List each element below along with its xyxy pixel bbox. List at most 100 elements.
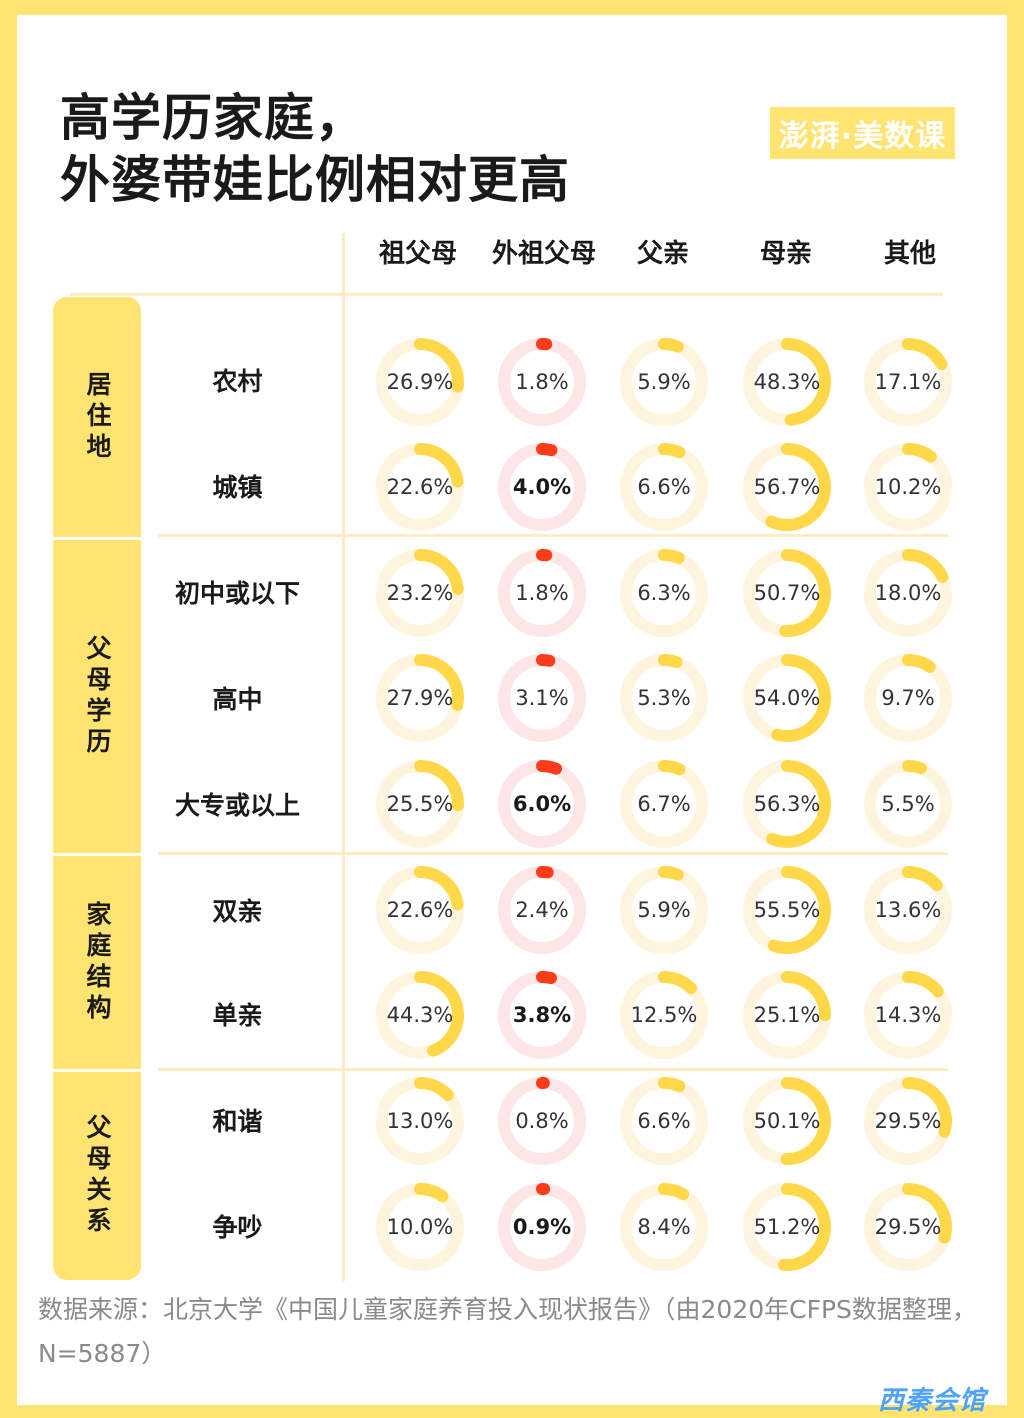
ring-value-label: 56.3% bbox=[754, 792, 821, 816]
ring-6-1: 3.8% bbox=[498, 971, 586, 1059]
ring-value-label: 0.8% bbox=[515, 1109, 568, 1133]
row-label-rural: 农村 bbox=[212, 367, 263, 396]
ring-value-label: 22.6% bbox=[387, 898, 454, 922]
ring-value-arc bbox=[743, 1183, 831, 1271]
ring-value-arc bbox=[864, 760, 952, 848]
ring-value-arc bbox=[376, 549, 464, 637]
ring-value-label: 10.2% bbox=[875, 475, 942, 499]
group-label-text: 居住地 bbox=[83, 370, 112, 464]
ring-value-label: 1.8% bbox=[515, 370, 568, 394]
ring-value-label: 25.5% bbox=[387, 792, 454, 816]
column-header-other: 其他 bbox=[883, 239, 936, 269]
ring-value-label: 6.6% bbox=[637, 475, 690, 499]
ring-value-arc bbox=[376, 1183, 464, 1271]
ring-7-0: 13.0% bbox=[376, 1077, 464, 1165]
ring-value-arc bbox=[498, 1077, 586, 1165]
column-header-mother: 母亲 bbox=[759, 239, 812, 269]
ring-value-arc bbox=[498, 760, 586, 848]
ring-value-arc bbox=[498, 1183, 586, 1271]
group-label-parent-education: 父母学历 bbox=[53, 540, 141, 853]
ring-3-0: 27.9% bbox=[376, 654, 464, 742]
ring-value-label: 8.4% bbox=[637, 1215, 690, 1239]
ring-value-label: 44.3% bbox=[387, 1003, 454, 1027]
ring-value-label: 3.8% bbox=[513, 1003, 571, 1027]
column-header-father: 父亲 bbox=[636, 239, 689, 269]
ring-7-4: 29.5% bbox=[864, 1077, 952, 1165]
watermark: 西秦会馆 bbox=[878, 1386, 987, 1416]
ring-value-arc bbox=[620, 1183, 708, 1271]
ring-value-arc bbox=[743, 866, 831, 954]
ring-8-1: 0.9% bbox=[498, 1183, 586, 1271]
ring-5-0: 22.6% bbox=[376, 866, 464, 954]
ring-value-label: 12.5% bbox=[631, 1003, 698, 1027]
ring-value-label: 3.1% bbox=[515, 686, 568, 710]
ring-value-label: 48.3% bbox=[754, 370, 821, 394]
row-label-harmonious: 和谐 bbox=[212, 1107, 263, 1136]
ring-value-arc bbox=[620, 338, 708, 426]
ring-value-arc bbox=[743, 760, 831, 848]
ring-value-arc bbox=[743, 338, 831, 426]
ring-value-arc bbox=[864, 654, 952, 742]
ring-value-label: 55.5% bbox=[754, 898, 821, 922]
ring-2-2: 6.3% bbox=[620, 549, 708, 637]
ring-1-1: 4.0% bbox=[498, 443, 586, 531]
ring-value-label: 4.0% bbox=[513, 475, 571, 499]
ring-value-label: 22.6% bbox=[387, 475, 454, 499]
ring-8-2: 8.4% bbox=[620, 1183, 708, 1271]
ring-1-4: 10.2% bbox=[864, 443, 952, 531]
ring-7-3: 50.1% bbox=[743, 1077, 831, 1165]
ring-value-label: 27.9% bbox=[387, 686, 454, 710]
ring-3-3: 54.0% bbox=[743, 654, 831, 742]
column-header-maternal-grandparents: 外祖父母 bbox=[491, 239, 596, 269]
ring-1-3: 56.7% bbox=[743, 443, 831, 531]
ring-value-label: 1.8% bbox=[515, 581, 568, 605]
ring-value-arc bbox=[743, 549, 831, 637]
ring-4-0: 25.5% bbox=[376, 760, 464, 848]
ring-value-label: 6.6% bbox=[637, 1109, 690, 1133]
ring-4-1: 6.0% bbox=[498, 760, 586, 848]
ring-value-arc bbox=[498, 866, 586, 954]
ring-value-arc bbox=[376, 971, 464, 1059]
ring-value-arc bbox=[620, 654, 708, 742]
group-label-parent-relationship: 父母关系 bbox=[53, 1072, 141, 1280]
ring-value-arc bbox=[620, 971, 708, 1059]
ring-value-arc bbox=[743, 443, 831, 531]
ring-8-0: 10.0% bbox=[376, 1183, 464, 1271]
data-source-note: 数据来源：北京大学《中国儿童家庭养育投入现状报告》（由2020年CFPS数据整理… bbox=[38, 1295, 977, 1368]
ring-4-3: 56.3% bbox=[743, 760, 831, 848]
ring-6-4: 14.3% bbox=[864, 971, 952, 1059]
ring-value-arc bbox=[620, 443, 708, 531]
ring-value-label: 6.3% bbox=[637, 581, 690, 605]
row-label-college-or-above: 大专或以上 bbox=[174, 791, 300, 820]
group-divider bbox=[158, 1068, 948, 1071]
ring-value-arc bbox=[620, 760, 708, 848]
ring-value-arc bbox=[498, 549, 586, 637]
ring-3-4: 9.7% bbox=[864, 654, 952, 742]
row-label-middle-school-or-below: 初中或以下 bbox=[174, 579, 300, 608]
group-label-text: 家庭结构 bbox=[83, 900, 112, 1025]
ring-value-label: 50.1% bbox=[754, 1109, 821, 1133]
header-divider bbox=[70, 293, 943, 296]
ring-value-arc bbox=[864, 971, 952, 1059]
ring-value-label: 25.1% bbox=[754, 1003, 821, 1027]
ring-value-label: 23.2% bbox=[387, 581, 454, 605]
ring-value-label: 9.7% bbox=[881, 686, 934, 710]
ring-value-arc bbox=[864, 1183, 952, 1271]
ring-value-label: 56.7% bbox=[754, 475, 821, 499]
row-label-two-parents: 双亲 bbox=[212, 897, 263, 926]
row-label-single-parent: 单亲 bbox=[212, 1001, 263, 1030]
column-header-grandparents: 祖父母 bbox=[378, 239, 457, 269]
ring-0-3: 48.3% bbox=[743, 338, 831, 426]
ring-value-label: 29.5% bbox=[875, 1215, 942, 1239]
group-divider bbox=[158, 852, 948, 855]
ring-0-2: 5.9% bbox=[620, 338, 708, 426]
ring-value-label: 6.7% bbox=[637, 792, 690, 816]
ring-3-2: 5.3% bbox=[620, 654, 708, 742]
ring-value-label: 5.5% bbox=[881, 792, 934, 816]
ring-value-arc bbox=[376, 338, 464, 426]
ring-7-2: 6.6% bbox=[620, 1077, 708, 1165]
ring-0-4: 17.1% bbox=[864, 338, 952, 426]
ring-value-arc bbox=[376, 1077, 464, 1165]
ring-value-arc bbox=[620, 549, 708, 637]
